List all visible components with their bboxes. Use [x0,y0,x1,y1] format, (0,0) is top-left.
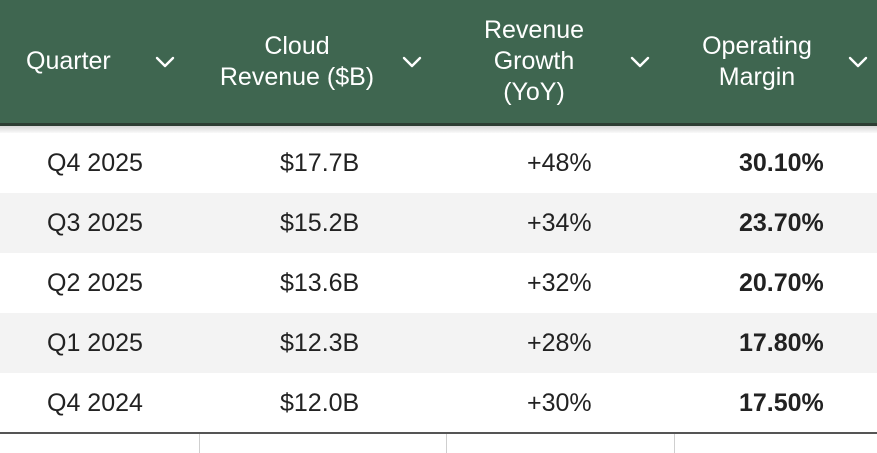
cell-quarter: Q4 2025 [47,149,143,177]
table-row[interactable]: Q3 2025 $15.2B +34% 23.70% [0,193,877,253]
column-divider [674,434,675,453]
cell-operating-margin: 20.70% [739,269,824,297]
cell-revenue-growth: +34% [527,209,592,237]
column-header-quarter[interactable]: Quarter [0,0,200,123]
column-divider [199,434,200,453]
chevron-down-icon[interactable] [848,56,868,70]
chevron-down-icon[interactable] [630,56,650,70]
cell-quarter: Q2 2025 [47,269,143,297]
table-footer [0,432,877,453]
table-row[interactable]: Q4 2024 $12.0B +30% 17.50% [0,373,877,433]
table-header: Quarter Cloud Revenue ($B) Revenue Growt… [0,0,877,126]
column-header-label: Revenue Growth (YoY) [483,16,585,106]
cell-quarter: Q3 2025 [47,209,143,237]
cell-revenue-growth: +28% [527,329,592,357]
cell-operating-margin: 23.70% [739,209,824,237]
cell-cloud-revenue: $12.0B [280,389,360,417]
column-header-revenue-growth[interactable]: Revenue Growth (YoY) [448,0,676,123]
cell-operating-margin: 17.50% [739,389,824,417]
column-header-label: Operating Margin [702,31,812,91]
cell-cloud-revenue: $13.6B [280,269,360,297]
cell-quarter: Q1 2025 [47,329,143,357]
chevron-down-icon[interactable] [402,56,422,70]
table-row[interactable]: Q2 2025 $13.6B +32% 20.70% [0,253,877,313]
table-row[interactable]: Q4 2025 $17.7B +48% 30.10% [0,133,877,193]
header-shadow [0,126,877,134]
column-header-label: Cloud Revenue ($B) [219,31,375,91]
cell-operating-margin: 30.10% [739,149,824,177]
table-row[interactable]: Q1 2025 $12.3B +28% 17.80% [0,313,877,373]
cell-cloud-revenue: $15.2B [280,209,360,237]
cell-revenue-growth: +32% [527,269,592,297]
column-header-label: Quarter [26,47,111,75]
cell-cloud-revenue: $17.7B [280,149,360,177]
cell-cloud-revenue: $12.3B [280,329,360,357]
column-header-operating-margin[interactable]: Operating Margin [676,0,877,123]
cell-quarter: Q4 2024 [47,389,143,417]
column-divider [446,434,447,453]
cell-revenue-growth: +48% [527,149,592,177]
cell-operating-margin: 17.80% [739,329,824,357]
column-header-cloud-revenue[interactable]: Cloud Revenue ($B) [200,0,448,123]
chevron-down-icon[interactable] [155,56,175,70]
cell-revenue-growth: +30% [527,389,592,417]
